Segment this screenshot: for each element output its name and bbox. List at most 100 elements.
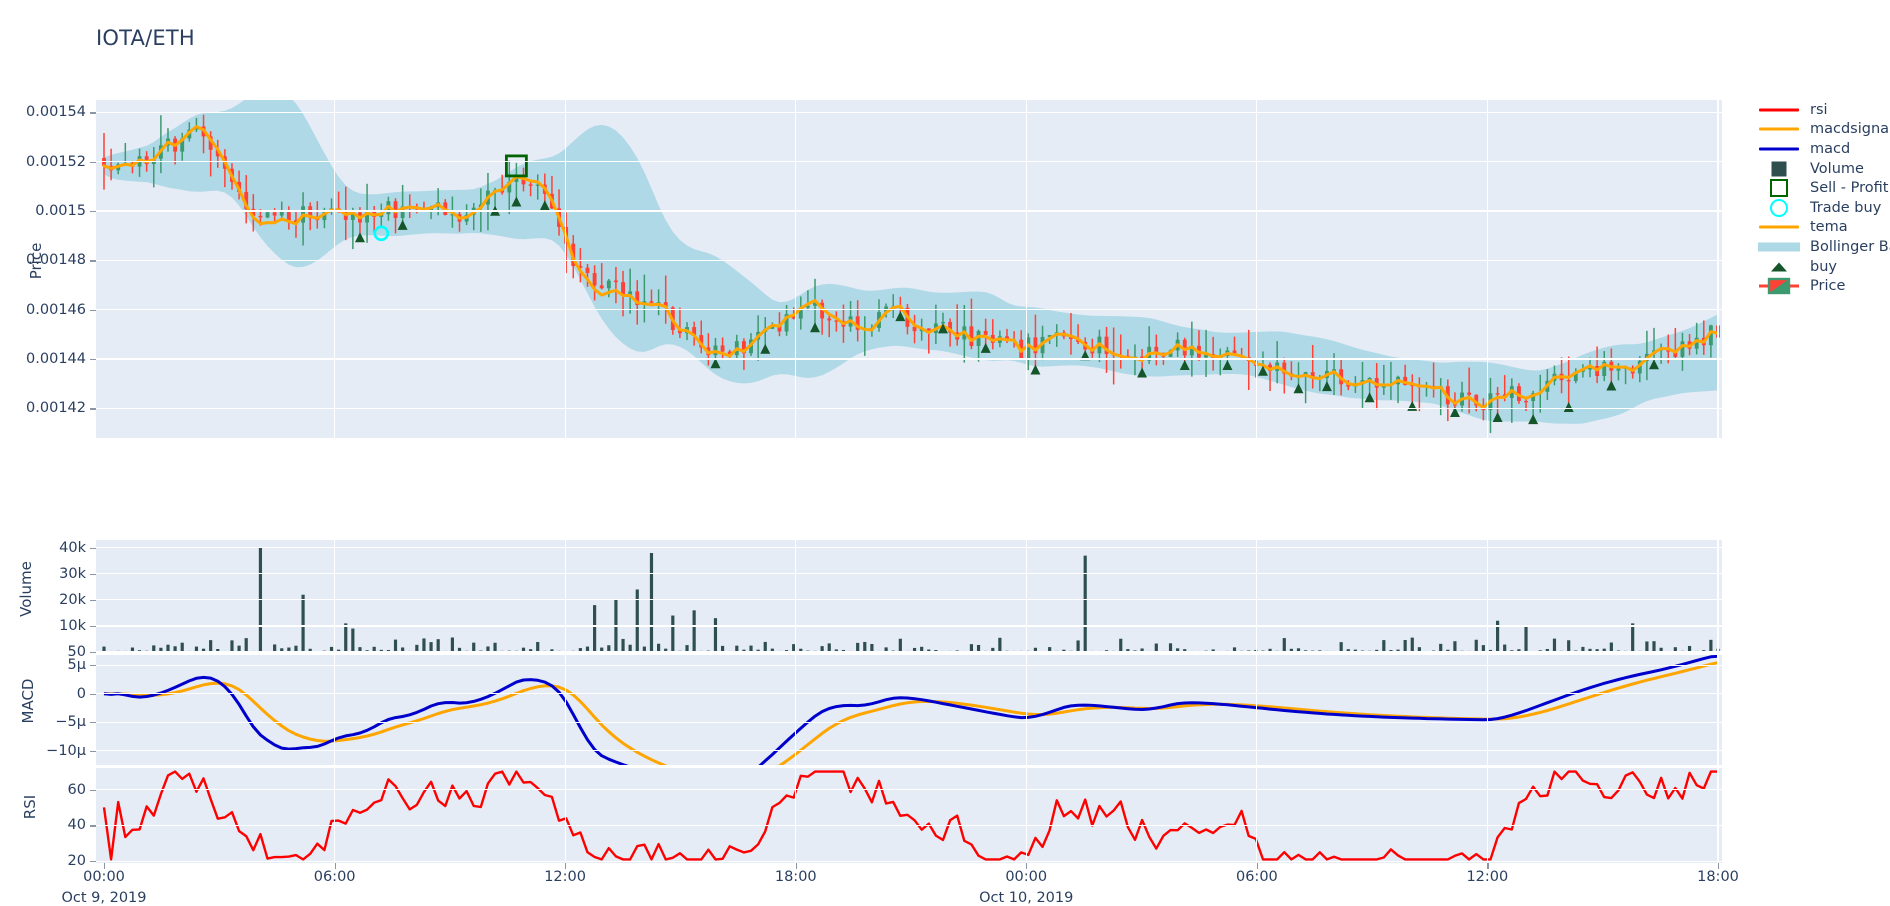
candlestick-swatch-icon bbox=[1756, 276, 1802, 296]
legend-item-sell-profit[interactable]: Sell - Profit bbox=[1756, 178, 1890, 198]
y-axis-tick-label: 0.00152 bbox=[26, 153, 86, 170]
legend-item-rsi[interactable]: rsi bbox=[1756, 100, 1890, 120]
trade-buy-marker bbox=[373, 225, 390, 242]
rsi-plot-area[interactable] bbox=[96, 768, 1722, 863]
gridline-horizontal bbox=[96, 693, 1722, 695]
y-axis-tick-mark bbox=[90, 599, 96, 602]
open-circle-icon bbox=[1770, 198, 1788, 217]
legend-item-label: rsi bbox=[1810, 101, 1828, 118]
y-axis-tick-mark bbox=[90, 161, 96, 163]
x-axis-tick-mark bbox=[334, 863, 336, 869]
gridline-vertical bbox=[795, 768, 797, 863]
x-axis-tick-mark bbox=[1256, 863, 1259, 869]
legend-item-label: macdsignal bbox=[1810, 121, 1890, 138]
price-panel[interactable] bbox=[96, 100, 1722, 438]
gridline-horizontal bbox=[96, 259, 1722, 261]
legend-item-bollinger-band[interactable]: Bollinger Band bbox=[1756, 237, 1890, 257]
gridline-horizontal bbox=[96, 664, 1722, 666]
x-axis-tick-label: 00:00 bbox=[83, 869, 125, 885]
x-axis-tick-label: 00:00 bbox=[1005, 869, 1048, 885]
y-axis-tick-mark bbox=[90, 789, 96, 791]
legend-item-macd[interactable]: macd bbox=[1756, 139, 1890, 159]
rsi-series-svg bbox=[102, 770, 1718, 861]
macd-plot-area[interactable] bbox=[96, 655, 1722, 765]
y-axis-tick-mark bbox=[90, 861, 96, 863]
y-axis-tick-label: 0.00142 bbox=[26, 400, 86, 417]
legend-item-macdsignal[interactable]: macdsignal bbox=[1756, 120, 1890, 140]
legend-item-label: Price bbox=[1810, 278, 1846, 295]
open-circle-swatch-icon bbox=[1756, 198, 1802, 218]
y-axis-tick-label: 0.00154 bbox=[26, 104, 86, 121]
rsi-line bbox=[102, 770, 1718, 861]
x-axis-tick-mark bbox=[104, 863, 106, 869]
y-axis-tick-label: 20k bbox=[59, 591, 86, 608]
gridline-vertical bbox=[1486, 655, 1488, 765]
legend-item-label: macd bbox=[1810, 140, 1851, 157]
y-axis-tick-mark bbox=[90, 573, 96, 576]
macd-series-svg bbox=[103, 655, 1719, 765]
y-axis-tick-mark bbox=[90, 665, 96, 667]
y-axis-tick-mark bbox=[90, 112, 96, 114]
y-axis-tick-mark bbox=[90, 359, 96, 361]
legend-item-label: Sell - Profit bbox=[1810, 180, 1889, 197]
gridline-vertical bbox=[1256, 655, 1258, 765]
gridline-horizontal bbox=[96, 358, 1722, 360]
tema-line bbox=[102, 125, 1720, 410]
gridline-vertical bbox=[795, 540, 797, 652]
y-axis-tick-label: 0.0015 bbox=[35, 203, 86, 220]
volume-plot-area[interactable] bbox=[96, 540, 1722, 652]
legend-item-label: tema bbox=[1810, 219, 1848, 236]
gridline-vertical bbox=[1486, 540, 1488, 652]
legend[interactable]: rsi macdsignal macd Volume Sell - Profit Trad… bbox=[1756, 100, 1890, 296]
y-axis-tick-label: 0.00144 bbox=[26, 351, 86, 368]
macd-line bbox=[103, 655, 1719, 765]
y-axis-tick-mark bbox=[90, 309, 96, 311]
legend-item-label: buy bbox=[1810, 258, 1837, 275]
x-axis-tick-label: 12:00 bbox=[544, 869, 587, 885]
triangle-up-swatch-icon bbox=[1756, 257, 1802, 277]
band-swatch-icon bbox=[1756, 237, 1802, 257]
macd-panel[interactable] bbox=[96, 655, 1722, 765]
gridline-vertical bbox=[795, 100, 797, 438]
gridline-vertical bbox=[334, 540, 336, 652]
y-axis-tick-label: −5µ bbox=[55, 714, 86, 731]
y-axis-tick-label: 50 bbox=[67, 643, 86, 660]
x-axis-tick-label: 18:00 bbox=[774, 869, 817, 885]
rsi-panel[interactable] bbox=[96, 768, 1722, 863]
gridline-horizontal bbox=[96, 860, 1722, 862]
volume-panel[interactable] bbox=[96, 540, 1722, 653]
gridline-vertical bbox=[564, 100, 566, 438]
gridline-vertical bbox=[1025, 768, 1027, 863]
gridline-vertical bbox=[564, 540, 566, 652]
buy-markers bbox=[354, 196, 1660, 425]
gridline-horizontal bbox=[96, 111, 1722, 113]
gridline-horizontal bbox=[96, 599, 1722, 601]
y-axis-tick-label: 0.00148 bbox=[26, 252, 86, 269]
gridline-vertical bbox=[334, 768, 336, 863]
open-square-swatch-icon bbox=[1756, 178, 1802, 198]
x-axis-tick-mark bbox=[1026, 863, 1028, 869]
x-axis-tick-label: 12:00 bbox=[1466, 869, 1509, 885]
legend-item-label: Bollinger Band bbox=[1810, 238, 1890, 255]
legend-item-label: Trade buy bbox=[1810, 199, 1882, 216]
y-axis-tick-mark bbox=[90, 260, 96, 262]
bollinger-band-area bbox=[104, 100, 1718, 424]
y-axis-tick-mark bbox=[90, 651, 96, 654]
legend-item-label: Volume bbox=[1810, 160, 1864, 177]
legend-item-trade-buy[interactable]: Trade buy bbox=[1756, 198, 1890, 218]
x-axis-tick-mark bbox=[565, 863, 567, 869]
candlestick-icon bbox=[1759, 278, 1799, 295]
gridline-vertical bbox=[1025, 540, 1027, 652]
legend-item-buy[interactable]: buy bbox=[1756, 257, 1890, 277]
y-axis-tick-label: −10µ bbox=[46, 742, 86, 759]
gridline-vertical bbox=[1486, 768, 1488, 863]
legend-item-price[interactable]: Price bbox=[1756, 276, 1890, 296]
line-icon bbox=[1759, 108, 1799, 112]
legend-item-volume[interactable]: Volume bbox=[1756, 159, 1890, 179]
legend-item-tema[interactable]: tema bbox=[1756, 218, 1890, 238]
triangle-up-icon bbox=[1771, 262, 1787, 272]
square-swatch-icon bbox=[1756, 159, 1802, 179]
gridline-vertical bbox=[1717, 655, 1719, 765]
x-axis-date-label: Oct 10, 2019 bbox=[979, 890, 1074, 906]
gridline-vertical bbox=[334, 655, 336, 765]
